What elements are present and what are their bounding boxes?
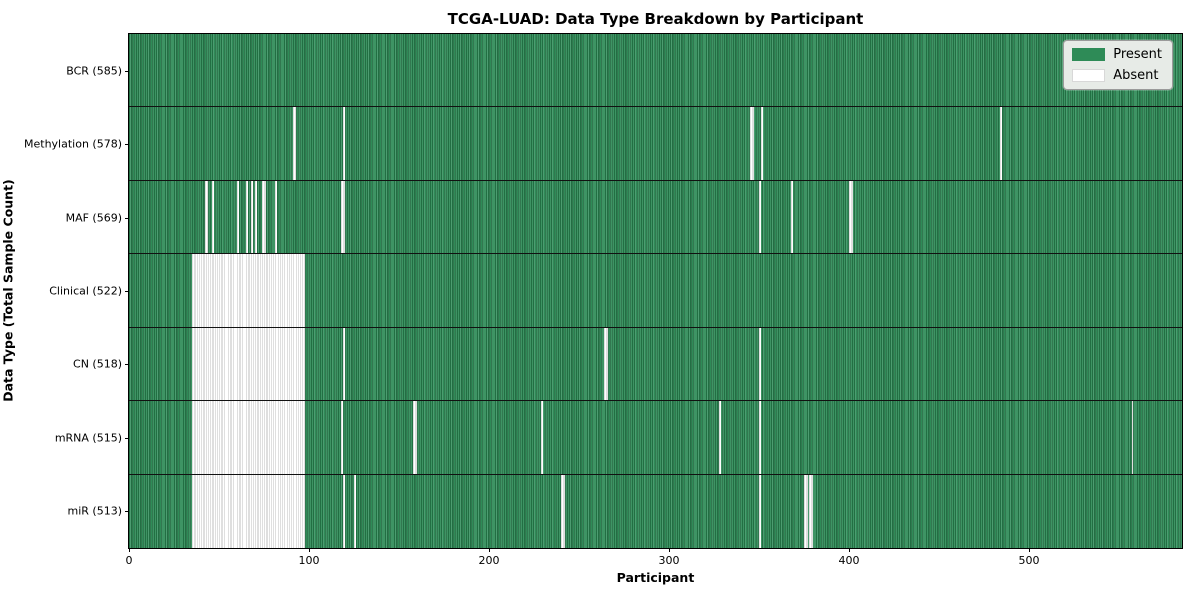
absent-segment-MAF — [759, 180, 761, 254]
legend-label-absent: Absent — [1113, 68, 1159, 83]
absent-segment-Clinical — [192, 254, 306, 327]
y-tick-label-Methylation: Methylation (578) — [24, 137, 122, 151]
absent-segment-MAF — [246, 180, 248, 254]
absent-segment-CN — [759, 327, 761, 401]
y-tick-label-BCR: BCR (585) — [66, 64, 122, 78]
absent-segment-mRNA — [1131, 401, 1134, 474]
legend-swatch-absent-icon — [1072, 69, 1106, 82]
y-tick-label-miR: miR (513) — [67, 504, 123, 518]
row-miR — [129, 474, 1182, 548]
absent-segment-mRNA — [341, 401, 344, 474]
y-tick — [125, 511, 129, 513]
absent-segment-MAF — [262, 180, 266, 254]
absent-segment-miR — [192, 474, 306, 548]
x-tick — [489, 548, 490, 552]
absent-segment-miR — [804, 474, 808, 548]
x-tick — [849, 548, 850, 552]
absent-segment-MAF — [204, 180, 209, 254]
legend-label-present: Present — [1113, 47, 1162, 62]
absent-segment-miR — [354, 474, 356, 548]
row-BCR — [129, 34, 1182, 108]
x-tick-label-400: 400 — [838, 554, 860, 567]
y-tick — [125, 364, 129, 366]
x-tick — [129, 548, 130, 552]
x-tick-label-0: 0 — [125, 554, 133, 567]
absent-segment-Methylation — [292, 107, 297, 180]
absent-segment-CN — [192, 327, 306, 401]
absent-segment-mRNA — [719, 401, 722, 474]
absent-segment-MAF — [341, 180, 345, 254]
absent-segment-Methylation — [750, 107, 754, 180]
absent-segment-mRNA — [541, 401, 543, 474]
x-tick-label-300: 300 — [658, 554, 680, 567]
absent-segment-MAF — [274, 180, 277, 254]
absent-segment-Methylation — [1000, 107, 1002, 180]
row-CN — [129, 327, 1182, 402]
absent-segment-MAF — [791, 180, 794, 254]
row-Methylation — [129, 107, 1182, 181]
absent-segment-Methylation — [343, 107, 345, 180]
absent-segment-miR — [809, 474, 813, 548]
absent-segment-CN — [604, 327, 608, 401]
rows-container: BCR (585) Methylation (578) MAF (569) Clini… — [24, 34, 1182, 548]
x-tick-label-100: 100 — [298, 554, 320, 567]
absent-segment-mRNA — [759, 401, 761, 474]
x-tick — [669, 548, 670, 552]
legend-swatch-present-icon — [1072, 48, 1106, 61]
absent-segment-MAF — [251, 180, 254, 254]
x-tick — [309, 548, 310, 552]
y-tick — [125, 437, 129, 439]
absent-segment-miR — [343, 474, 345, 548]
absent-segment-CN — [343, 327, 345, 401]
x-tick — [1029, 548, 1030, 552]
legend-item-absent: Absent — [1072, 68, 1162, 83]
row-Clinical — [129, 254, 1182, 328]
y-tick — [125, 217, 129, 219]
legend-item-present: Present — [1072, 47, 1162, 62]
absent-segment-MAF — [237, 180, 239, 254]
y-tick-label-Clinical: Clinical (522) — [49, 284, 122, 298]
plot-area: BCR (585) Methylation (578) MAF (569) Clini… — [24, 33, 1183, 567]
y-tick — [125, 70, 129, 72]
absent-segment-MAF — [849, 180, 853, 254]
x-axis-label: Participant — [616, 570, 695, 585]
y-axis-label: Data Type (Total Sample Count) — [0, 179, 16, 402]
absent-segment-MAF — [211, 180, 214, 254]
y-tick-label-MAF: MAF (569) — [65, 211, 122, 225]
y-tick — [125, 144, 129, 146]
y-tick — [125, 291, 129, 292]
absent-segment-Methylation — [760, 107, 763, 180]
legend: Present Absent — [1063, 40, 1173, 90]
absent-segment-miR — [759, 474, 761, 548]
x-tick-label-500: 500 — [1018, 554, 1040, 567]
absent-segment-mRNA — [413, 401, 417, 474]
x-tick-label-200: 200 — [478, 554, 500, 567]
row-MAF — [129, 180, 1182, 255]
absent-segment-MAF — [255, 180, 257, 254]
chart-title: TCGA-LUAD: Data Type Breakdown by Partic… — [447, 10, 864, 28]
absent-segment-miR — [561, 474, 565, 548]
x-axis: 0 100 200 300 400 500 — [126, 34, 1182, 567]
row-mRNA — [129, 401, 1182, 475]
y-tick-label-CN: CN (518) — [73, 357, 122, 371]
y-tick-label-mRNA: mRNA (515) — [54, 431, 122, 445]
absent-segment-mRNA — [192, 401, 306, 474]
